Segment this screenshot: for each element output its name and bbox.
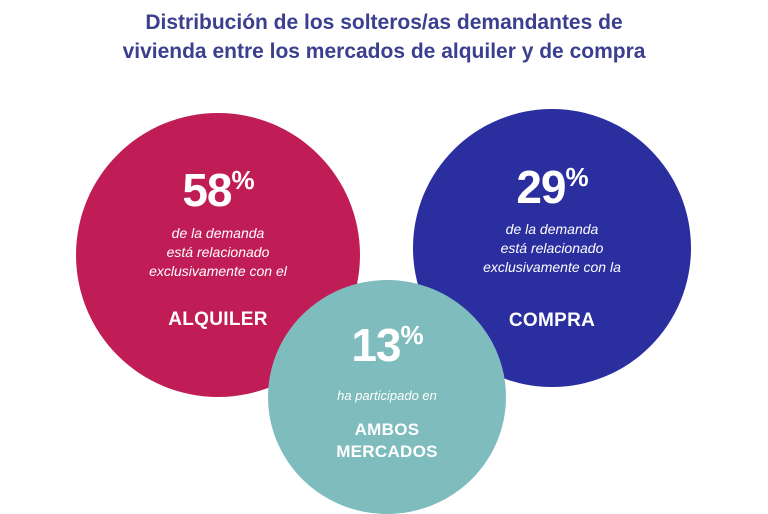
alquiler-percent: 58% [76,165,360,215]
compra-description-line: de la demanda [505,221,599,237]
ambos-circle: 13% ha participado en AMBOS MERCADOS [268,280,506,514]
ambos-percent: 13% [268,320,506,370]
ambos-market-line: MERCADOS [336,442,438,461]
page-title: Distribución de los solteros/as demandan… [0,8,768,66]
compra-market-line: COMPRA [508,310,596,331]
alquiler-percent-value: 58 [182,164,232,216]
title-line-1: Distribución de los solteros/as demandan… [145,11,623,34]
alquiler-market-label: ALQUILER [76,308,360,332]
alquiler-description-line: está relacionado [166,244,270,260]
ambos-description: ha participado en [268,386,506,405]
alquiler-market-line: ALQUILER [168,309,268,330]
ambos-percent-sign: % [400,320,424,350]
alquiler-description-line: de la demanda [171,225,265,241]
alquiler-circle: 58% de la demanda está relacionado exclu… [76,113,360,397]
compra-circle: 29% de la demanda está relacionado exclu… [413,109,691,387]
title-line-2: vivienda entre los mercados de alquiler … [122,40,646,63]
alquiler-description: de la demanda está relacionado exclusiva… [76,224,360,281]
ambos-market-label: AMBOS MERCADOS [268,419,506,463]
compra-percent-sign: % [565,162,589,192]
compra-percent: 29% [413,162,691,212]
compra-market-label: COMPRA [413,309,691,333]
alquiler-percent-sign: % [231,165,255,195]
ambos-description-line: ha participado en [337,388,437,403]
compra-description-line: está relacionado [500,240,604,256]
compra-percent-value: 29 [516,161,566,213]
compra-description: de la demanda está relacionado exclusiva… [413,220,691,277]
ambos-percent-value: 13 [351,319,401,371]
compra-description-line: exclusivamente con la [483,259,621,275]
ambos-market-line: AMBOS [354,420,420,439]
alquiler-description-line: exclusivamente con el [149,263,287,279]
